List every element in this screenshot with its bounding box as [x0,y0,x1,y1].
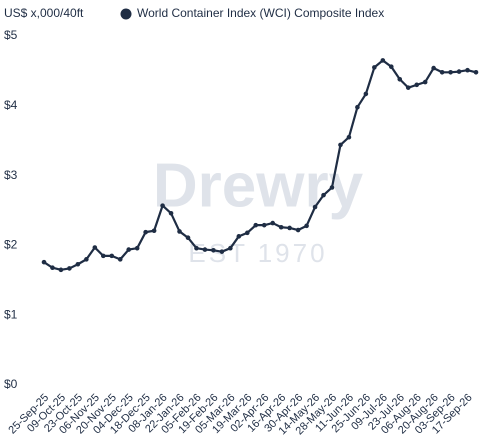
watermark: Drewry [153,151,364,220]
data-point [355,104,360,110]
data-point [380,58,386,63]
data-point [346,134,352,140]
data-point [431,65,436,71]
y-tick-label: $3 [4,168,18,182]
data-point [414,82,420,88]
data-point [168,210,174,216]
data-point [211,247,216,253]
y-tick-label: $4 [4,98,18,112]
data-point [160,203,165,208]
y-tick-label: $2 [4,238,18,252]
data-point [109,253,115,259]
data-point [405,85,411,90]
data-point [321,192,326,198]
data-point [219,249,225,254]
data-point [270,220,276,226]
series-line [43,59,477,271]
y-tick-label: $0 [4,377,18,391]
data-point [75,261,81,267]
data-point [456,69,462,74]
data-point [177,229,182,234]
data-point [295,227,301,233]
data-point [185,235,191,241]
data-point [100,253,106,259]
data-point [397,76,403,82]
legend-marker [120,8,132,20]
y-tick-label: $5 [4,28,18,42]
legend-label: World Container Index (WCI) Composite In… [137,6,384,20]
data-point [473,69,479,75]
data-point [278,224,284,230]
data-point [117,257,123,262]
data-point [388,64,394,70]
data-point [228,245,233,251]
y-tick-label: $1 [4,307,18,321]
data-point [41,259,47,265]
data-point [372,65,377,70]
y-axis-label: US$ x,000/40ft [4,6,84,20]
data-point [465,67,470,73]
data-point [143,229,148,235]
data-point [329,185,335,190]
data-point [312,204,318,210]
data-point [439,69,445,75]
data-point [58,267,64,273]
data-point [253,222,259,228]
data-point [67,266,72,271]
data-point [287,225,292,231]
data-point [422,79,428,85]
data-point [338,142,343,148]
data-point [244,230,250,236]
data-point [236,234,242,239]
data-point [126,247,132,252]
data-point [50,265,55,271]
data-point [202,247,208,252]
data-point [151,228,157,234]
data-point [261,222,267,228]
data-point [363,91,369,97]
data-point [194,245,199,251]
data-point [134,245,140,251]
data-point [92,245,98,250]
data-point [304,223,309,229]
data-point [448,69,453,75]
data-point [84,257,89,262]
watermark: EST 1970 [188,238,327,268]
